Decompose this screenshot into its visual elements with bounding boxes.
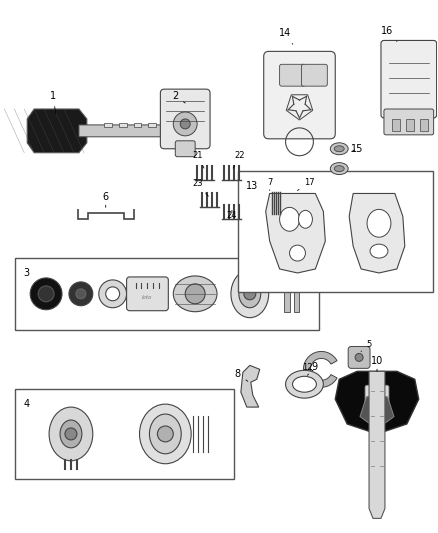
Ellipse shape: [298, 211, 312, 228]
Ellipse shape: [279, 207, 300, 231]
FancyBboxPatch shape: [160, 89, 210, 149]
Text: 6: 6: [102, 192, 109, 207]
Polygon shape: [349, 193, 405, 273]
Bar: [134, 123, 141, 127]
FancyBboxPatch shape: [279, 64, 305, 86]
Ellipse shape: [60, 420, 82, 448]
FancyBboxPatch shape: [127, 277, 168, 311]
Polygon shape: [369, 372, 385, 519]
Bar: [420, 119, 427, 131]
Circle shape: [30, 278, 62, 310]
Ellipse shape: [334, 166, 344, 172]
Text: 5: 5: [361, 340, 372, 351]
Ellipse shape: [185, 284, 205, 304]
Circle shape: [106, 287, 120, 301]
Bar: [15, 389, 234, 479]
Ellipse shape: [149, 414, 181, 454]
Text: 12: 12: [302, 363, 313, 372]
Polygon shape: [241, 365, 260, 407]
Text: 1: 1: [50, 91, 56, 113]
Circle shape: [76, 289, 86, 299]
FancyBboxPatch shape: [175, 141, 195, 157]
Bar: [293, 276, 300, 312]
Ellipse shape: [231, 270, 268, 318]
Ellipse shape: [286, 370, 323, 398]
Text: 2: 2: [172, 91, 185, 103]
Circle shape: [69, 282, 93, 306]
FancyBboxPatch shape: [289, 179, 300, 192]
Polygon shape: [27, 109, 87, 153]
Text: 13: 13: [246, 181, 258, 191]
Polygon shape: [304, 351, 337, 387]
FancyBboxPatch shape: [286, 187, 303, 211]
Ellipse shape: [140, 404, 191, 464]
FancyBboxPatch shape: [264, 51, 335, 139]
Ellipse shape: [370, 244, 388, 258]
Circle shape: [99, 280, 127, 308]
FancyBboxPatch shape: [381, 41, 437, 118]
Text: 14: 14: [279, 28, 293, 44]
Circle shape: [244, 288, 256, 300]
Text: 10: 10: [371, 357, 383, 372]
Circle shape: [65, 428, 77, 440]
Circle shape: [168, 126, 178, 136]
Circle shape: [290, 245, 305, 261]
Circle shape: [173, 112, 197, 136]
Text: 9: 9: [307, 362, 318, 375]
Circle shape: [157, 426, 173, 442]
FancyBboxPatch shape: [384, 109, 434, 135]
Polygon shape: [266, 193, 325, 273]
Text: 15: 15: [351, 144, 363, 154]
Ellipse shape: [334, 146, 344, 152]
Polygon shape: [79, 125, 178, 137]
Text: 16: 16: [381, 27, 397, 42]
Ellipse shape: [239, 280, 261, 308]
Text: 21: 21: [193, 151, 204, 168]
Polygon shape: [360, 397, 394, 429]
Text: 7: 7: [267, 178, 272, 190]
Bar: [283, 276, 290, 312]
Bar: [392, 119, 400, 131]
FancyBboxPatch shape: [365, 385, 389, 403]
Ellipse shape: [173, 276, 217, 312]
Bar: [104, 123, 112, 127]
Circle shape: [355, 353, 363, 361]
Bar: [238, 171, 433, 292]
Bar: [15, 258, 319, 329]
Text: 4: 4: [23, 399, 29, 409]
Text: loto: loto: [142, 295, 153, 300]
Circle shape: [38, 286, 54, 302]
Bar: [406, 119, 414, 131]
Polygon shape: [335, 372, 419, 434]
Text: 23: 23: [193, 179, 208, 196]
Ellipse shape: [330, 143, 348, 155]
FancyBboxPatch shape: [301, 64, 327, 86]
Ellipse shape: [367, 209, 391, 237]
Ellipse shape: [49, 407, 93, 461]
Ellipse shape: [293, 376, 316, 392]
Text: 24: 24: [227, 211, 237, 220]
Ellipse shape: [330, 163, 348, 175]
Text: 8: 8: [235, 369, 248, 381]
Bar: [119, 123, 127, 127]
Text: 22: 22: [233, 151, 245, 168]
Bar: [148, 123, 156, 127]
Text: 17: 17: [297, 178, 315, 190]
FancyBboxPatch shape: [348, 346, 370, 368]
Circle shape: [180, 119, 190, 129]
Text: 3: 3: [23, 268, 29, 278]
